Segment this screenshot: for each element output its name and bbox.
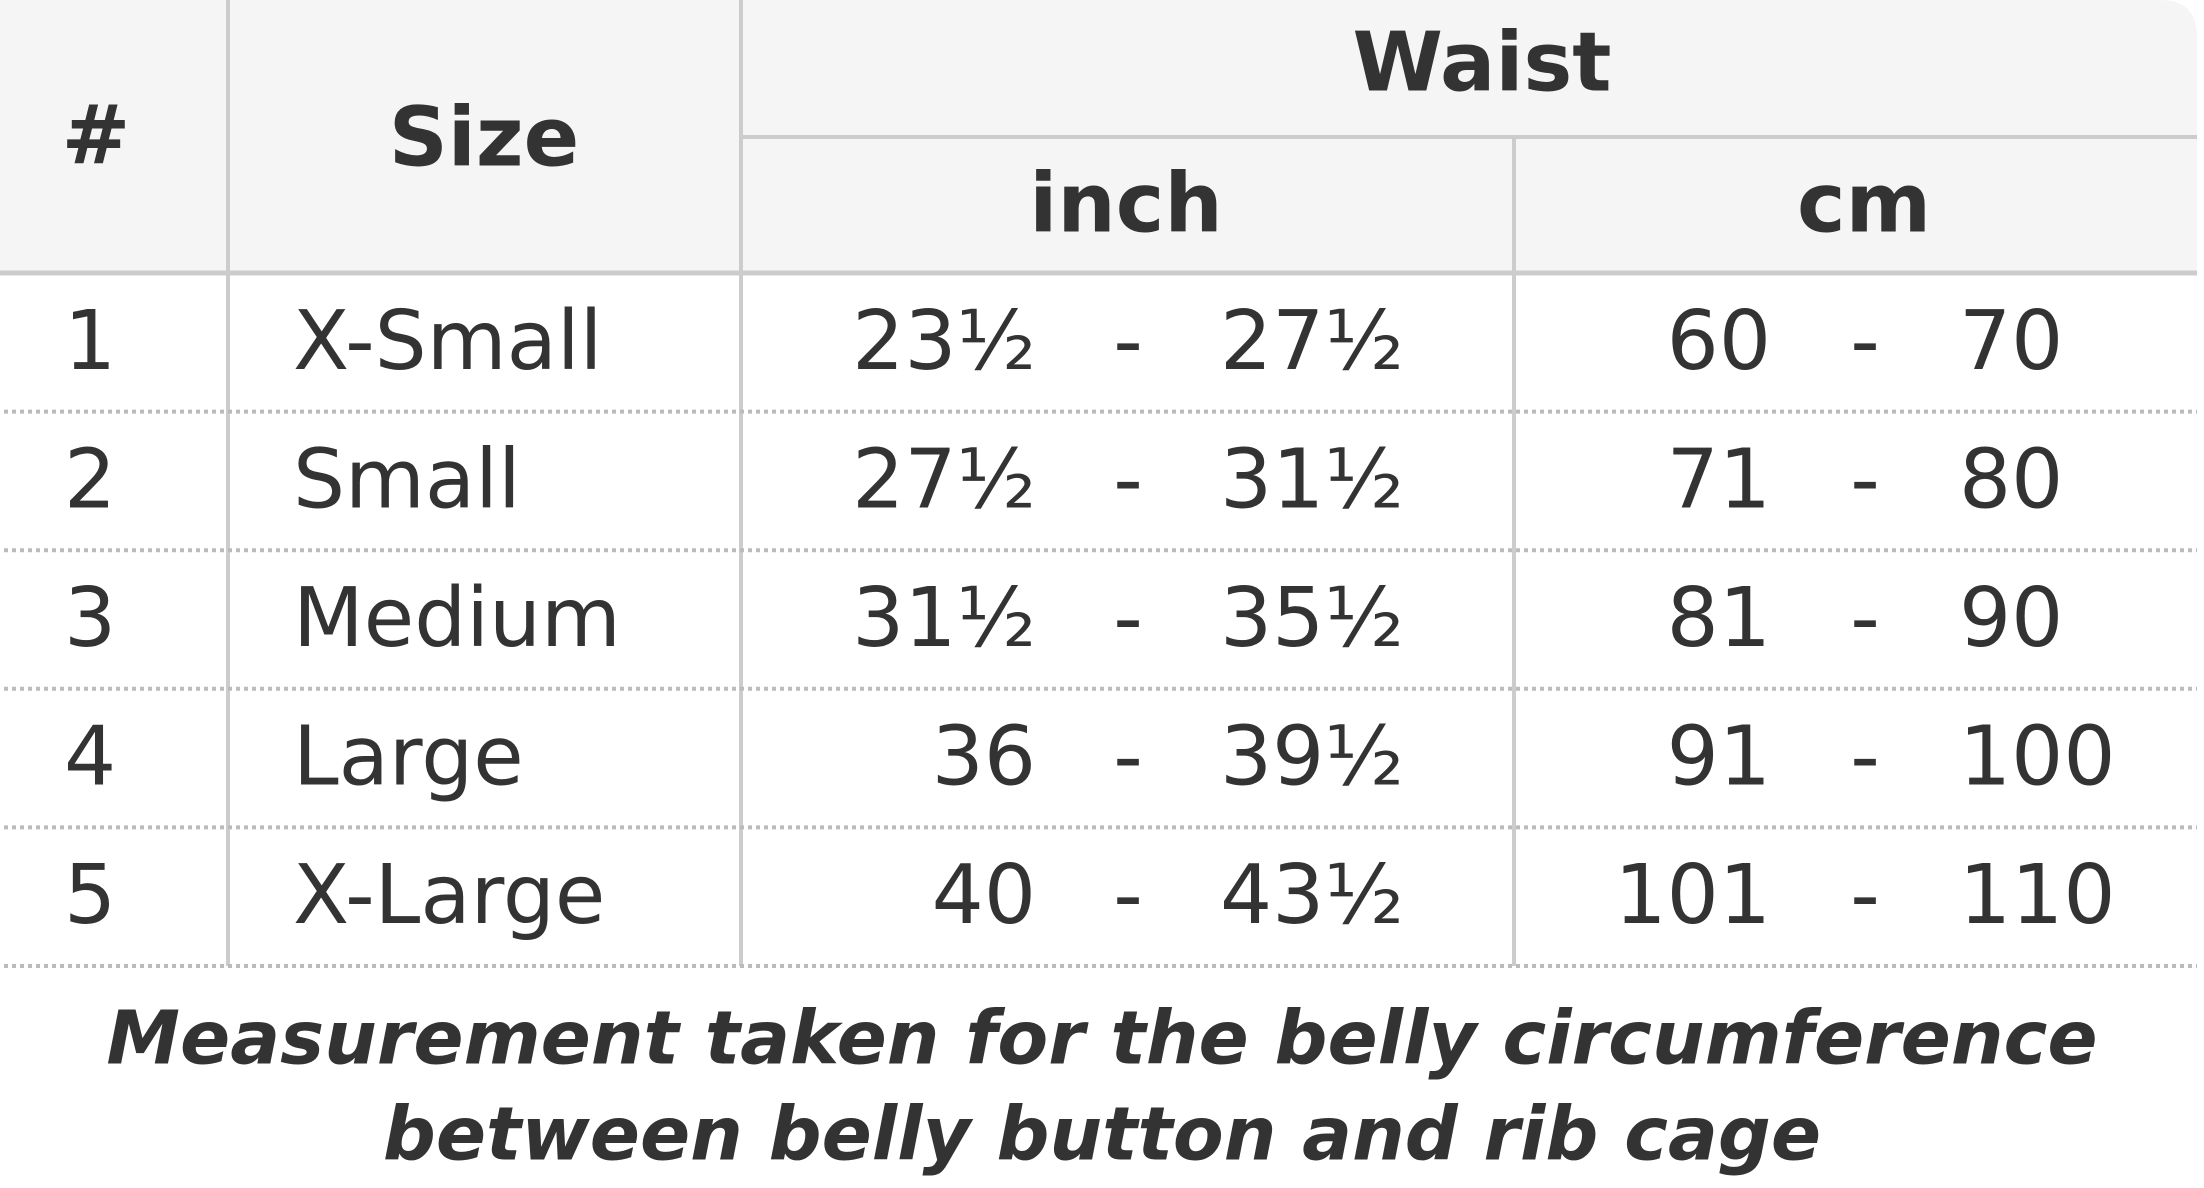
separator: - bbox=[1113, 848, 1143, 943]
size-name: Large bbox=[293, 710, 524, 805]
header-inch: inch bbox=[1029, 156, 1222, 251]
cm-from: 81 bbox=[1667, 571, 1771, 666]
inch-to: 43½ bbox=[1220, 848, 1404, 943]
inch-from: 27½ bbox=[852, 432, 1036, 527]
header-size: Size bbox=[389, 90, 580, 185]
size-name: X-Large bbox=[293, 848, 605, 943]
row-number: 3 bbox=[64, 571, 116, 666]
cm-to: 100 bbox=[1959, 710, 2116, 805]
cm-to: 80 bbox=[1959, 432, 2063, 527]
cm-to: 90 bbox=[1959, 571, 2063, 666]
inch-to: 35½ bbox=[1220, 571, 1404, 666]
cm-to: 110 bbox=[1959, 848, 2116, 943]
inch-from: 31½ bbox=[852, 571, 1036, 666]
header-cm: cm bbox=[1797, 156, 1931, 251]
row-number: 4 bbox=[64, 710, 116, 805]
header-group: Waist bbox=[1353, 15, 1612, 110]
separator: - bbox=[1850, 294, 1880, 389]
inch-from: 36 bbox=[932, 710, 1036, 805]
size-name: X-Small bbox=[293, 294, 602, 389]
inch-to: 27½ bbox=[1220, 294, 1404, 389]
separator: - bbox=[1850, 848, 1880, 943]
cm-from: 71 bbox=[1667, 432, 1771, 527]
cm-from: 60 bbox=[1667, 294, 1771, 389]
separator: - bbox=[1113, 571, 1143, 666]
caption: between belly button and rib cage bbox=[383, 1092, 1821, 1178]
cm-from: 101 bbox=[1614, 848, 1771, 943]
separator: - bbox=[1850, 710, 1880, 805]
header-number: # bbox=[62, 88, 131, 183]
inch-from: 40 bbox=[932, 848, 1036, 943]
inch-to: 31½ bbox=[1220, 432, 1404, 527]
caption: Measurement taken for the belly circumfe… bbox=[106, 996, 2097, 1082]
inch-to: 39½ bbox=[1220, 710, 1404, 805]
size-name: Small bbox=[293, 432, 521, 527]
separator: - bbox=[1850, 432, 1880, 527]
inch-from: 23½ bbox=[852, 294, 1036, 389]
row-number: 5 bbox=[64, 848, 116, 943]
separator: - bbox=[1850, 571, 1880, 666]
cm-to: 70 bbox=[1959, 294, 2063, 389]
cm-from: 91 bbox=[1667, 710, 1771, 805]
row-number: 1 bbox=[64, 294, 116, 389]
size-name: Medium bbox=[293, 571, 621, 666]
separator: - bbox=[1113, 294, 1143, 389]
separator: - bbox=[1113, 432, 1143, 527]
separator: - bbox=[1113, 710, 1143, 805]
row-number: 2 bbox=[64, 432, 116, 527]
